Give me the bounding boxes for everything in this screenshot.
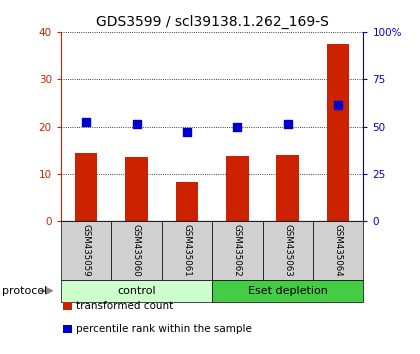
Point (133, 121, 140, 127)
Point (83, 119, 89, 125)
Point (284, 121, 291, 127)
Point (335, 102, 341, 108)
Text: transformed count: transformed count (76, 301, 173, 310)
Bar (125, 157, 148, 221)
Text: protocol: protocol (2, 286, 47, 296)
Text: GSM435060: GSM435060 (132, 224, 141, 277)
Text: GSM435064: GSM435064 (333, 224, 343, 277)
Bar (75, 153, 97, 221)
Title: GDS3599 / scl39138.1.262_169-S: GDS3599 / scl39138.1.262_169-S (96, 15, 328, 29)
Bar (276, 155, 299, 221)
Point (184, 130, 190, 135)
Text: percentile rank within the sample: percentile rank within the sample (76, 324, 252, 333)
Text: Eset depletion: Eset depletion (248, 286, 328, 296)
Bar (176, 182, 198, 221)
Text: GSM435062: GSM435062 (233, 224, 242, 277)
Bar (327, 44, 349, 221)
Text: GSM435059: GSM435059 (81, 224, 91, 277)
Text: GSM435061: GSM435061 (182, 224, 192, 277)
Bar (226, 156, 249, 221)
Text: control: control (117, 286, 156, 296)
Text: GSM435063: GSM435063 (283, 224, 292, 277)
Point (234, 124, 241, 130)
